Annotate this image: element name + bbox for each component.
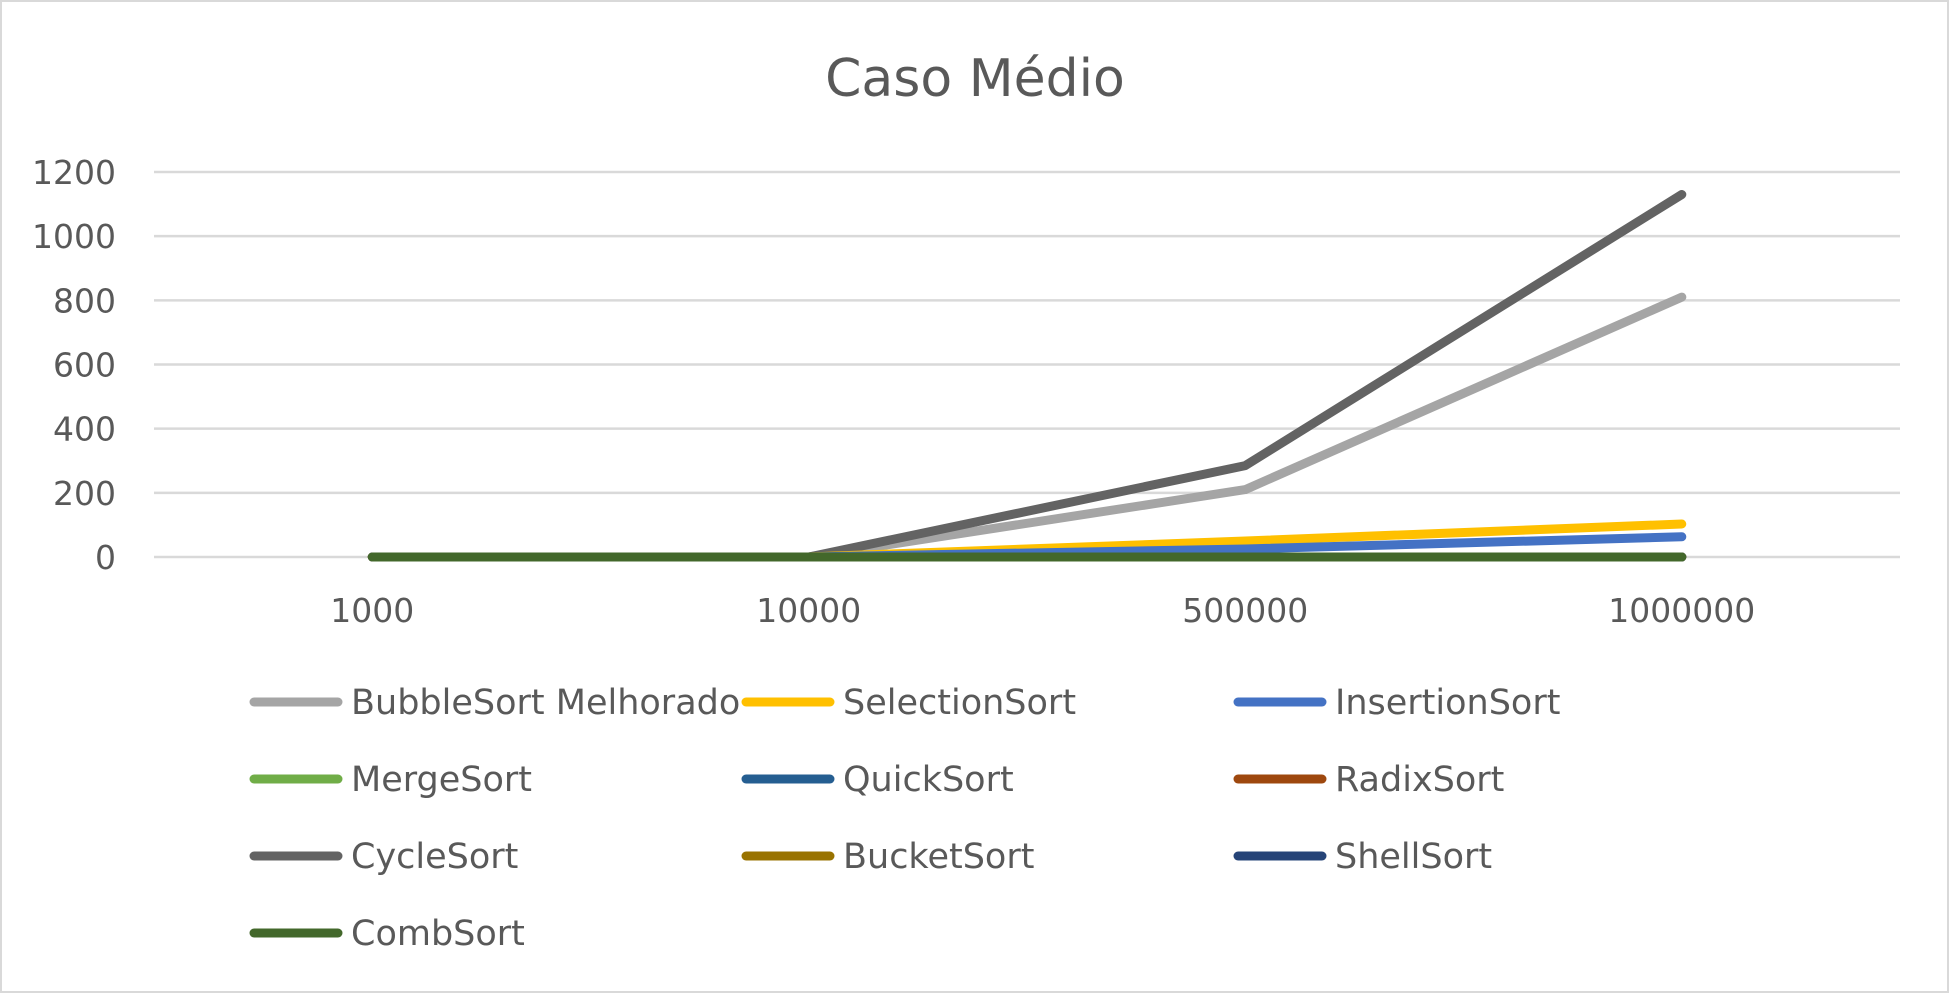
legend-item: CombSort: [249, 914, 525, 954]
legend-item: RadixSort: [1233, 760, 1504, 800]
legend-label: RadixSort: [1335, 760, 1504, 800]
legend-item: BucketSort: [741, 837, 1034, 877]
legend-item: BubbleSort Melhorado: [249, 683, 740, 723]
legend-label: BubbleSort Melhorado: [351, 683, 740, 723]
y-axis-ticks: 0 200 400 600 800 1000 1200: [32, 153, 116, 577]
series-lines: [367, 190, 1687, 562]
y-tick-label: 600: [53, 346, 116, 385]
legend-label: CycleSort: [351, 837, 518, 877]
y-tick-label: 800: [53, 281, 116, 320]
legend-label: BucketSort: [843, 837, 1034, 877]
legend-item: SelectionSort: [741, 683, 1076, 723]
x-tick-label: 10000: [756, 591, 861, 630]
legend-item: MergeSort: [249, 760, 532, 800]
legend-item: InsertionSort: [1233, 683, 1560, 723]
y-tick-label: 1200: [32, 153, 116, 192]
series-line-bubblesort-melhorado: [367, 292, 1687, 562]
legend-label: SelectionSort: [843, 683, 1076, 723]
legend-label: CombSort: [351, 914, 525, 954]
grid-lines: [154, 170, 1900, 559]
chart-title: Caso Médio: [825, 49, 1125, 109]
legend-item: CycleSort: [249, 837, 518, 877]
y-tick-label: 400: [53, 410, 116, 449]
series-line-cyclesort: [367, 190, 1687, 562]
y-tick-label: 200: [53, 474, 116, 513]
legend-label: QuickSort: [843, 760, 1014, 800]
x-tick-label: 500000: [1182, 591, 1308, 630]
legend-label: InsertionSort: [1335, 683, 1560, 723]
legend-item: QuickSort: [741, 760, 1014, 800]
legend: BubbleSort Melhorado SelectionSort Inserti…: [249, 683, 1560, 954]
legend-label: ShellSort: [1335, 837, 1492, 877]
legend-item: ShellSort: [1233, 837, 1492, 877]
x-tick-label: 1000000: [1608, 591, 1755, 630]
legend-label: MergeSort: [351, 760, 532, 800]
y-tick-label: 1000: [32, 217, 116, 256]
x-axis-ticks: 1000 10000 500000 1000000: [330, 591, 1755, 630]
x-tick-label: 1000: [330, 591, 414, 630]
y-tick-label: 0: [95, 538, 116, 577]
